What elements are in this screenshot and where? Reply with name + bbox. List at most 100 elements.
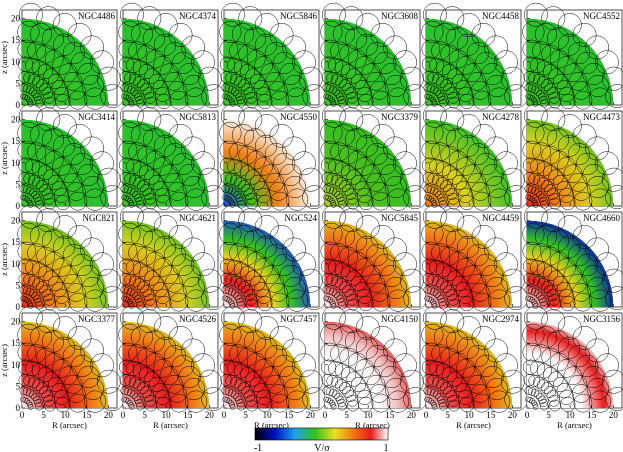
- y-tick-label: 15: [11, 338, 21, 348]
- galaxy-name: NGC5813: [179, 112, 217, 122]
- panel-ngc4150: NGC4150 0 5 10 15 20 R (arcsec): [320, 305, 428, 430]
- panel-ngc524: NGC524: [219, 204, 327, 312]
- panel-ngc4374: NGC4374: [118, 2, 226, 110]
- y-tick-label: 0: [16, 302, 21, 312]
- galaxy-name: NGC4550: [280, 112, 318, 122]
- bin-circles: [219, 204, 327, 312]
- y-axis-label: z (arcsec): [0, 243, 9, 276]
- panel-ngc4486: NGC4486 0 5 10 15 20 z (arcsec): [0, 2, 125, 110]
- colorbar: -1 V/σ 1: [254, 427, 389, 452]
- galaxy-name: NGC3379: [381, 112, 419, 122]
- panel-ngc3377: NGC3377 0 5 10 15 20 0 5 10 15 20 R (arcsec) z (arcs…: [0, 305, 125, 430]
- x-tick-label: 15: [587, 410, 597, 420]
- galaxy-name: NGC3156: [583, 314, 621, 324]
- x-tick-label: 5: [445, 410, 450, 420]
- y-tick-label: 5: [16, 381, 21, 391]
- y-tick-label: 20: [11, 317, 21, 327]
- colorbar-max-label: 1: [384, 443, 389, 452]
- bin-circles: [118, 103, 226, 211]
- bin-circles: [522, 103, 623, 211]
- x-tick-label: 20: [407, 410, 417, 420]
- galaxy-name: NGC5846: [280, 11, 318, 21]
- y-tick-label: 5: [16, 179, 21, 189]
- panel-ngc2974: NGC2974 0 5 10 15 20 R (arcsec): [421, 305, 529, 430]
- x-axis-label: R (arcsec): [456, 420, 491, 430]
- panel-ngc4550: NGC4550: [219, 103, 327, 211]
- galaxy-name: NGC4278: [482, 112, 520, 122]
- galaxy-name: NGC4486: [78, 11, 116, 21]
- colorbar-gradient: [254, 427, 389, 441]
- panel-ngc5846: NGC5846: [219, 2, 327, 110]
- x-axis-label: R (arcsec): [557, 420, 592, 430]
- galaxy-name: NGC2974: [482, 314, 520, 324]
- y-tick-label: 20: [11, 115, 21, 125]
- x-tick-label: 15: [183, 410, 193, 420]
- panel-ngc3608: NGC3608: [320, 2, 428, 110]
- bin-circles: [17, 305, 125, 413]
- y-tick-label: 20: [11, 216, 21, 226]
- bin-circles: [118, 2, 226, 110]
- bin-circles: [421, 103, 529, 211]
- x-tick-label: 20: [104, 410, 114, 420]
- bin-circles: [118, 204, 226, 312]
- x-tick-label: 0: [323, 410, 328, 420]
- x-tick-label: 15: [82, 410, 92, 420]
- panel-ngc4459: NGC4459: [421, 204, 529, 312]
- galaxy-name: NGC4552: [583, 11, 620, 21]
- x-tick-label: 15: [385, 410, 395, 420]
- galaxy-name: NGC4660: [583, 213, 621, 223]
- x-tick-label: 0: [222, 410, 227, 420]
- galaxy-name: NGC821: [82, 213, 115, 223]
- x-tick-label: 10: [465, 410, 475, 420]
- bin-circles: [522, 2, 623, 110]
- panel-ngc4526: NGC4526 0 5 10 15 20 R (arcsec): [118, 305, 226, 430]
- x-tick-label: 15: [486, 410, 496, 420]
- x-axis-label: R (arcsec): [52, 420, 87, 430]
- bin-circles: [522, 204, 623, 312]
- bin-circles: [320, 204, 428, 312]
- y-axis-label: z (arcsec): [0, 41, 9, 74]
- x-tick-label: 0: [424, 410, 429, 420]
- y-tick-label: 0: [16, 201, 21, 211]
- panel-ngc4552: NGC4552: [522, 2, 623, 110]
- panel-ngc4473: NGC4473: [522, 103, 623, 211]
- y-tick-label: 10: [11, 259, 21, 269]
- panel-ngc5845: NGC5845: [320, 204, 428, 312]
- bin-circles: [219, 2, 327, 110]
- galaxy-name: NGC4526: [179, 314, 217, 324]
- y-tick-label: 15: [11, 237, 21, 247]
- x-tick-label: 20: [609, 410, 619, 420]
- panel-ngc5813: NGC5813: [118, 103, 226, 211]
- galaxy-name: NGC4473: [583, 112, 621, 122]
- x-tick-label: 10: [162, 410, 172, 420]
- x-tick-label: 20: [205, 410, 215, 420]
- x-axis-label: R (arcsec): [355, 420, 390, 430]
- colorbar-min-label: -1: [254, 443, 262, 452]
- bin-circles: [320, 2, 428, 110]
- x-tick-label: 10: [263, 410, 273, 420]
- x-tick-label: 0: [525, 410, 530, 420]
- panel-ngc3414: NGC3414 0 5 10 15 20 z (arcsec): [0, 103, 125, 211]
- bin-circles: [421, 305, 529, 413]
- galaxy-name: NGC3608: [381, 11, 419, 21]
- x-axis-label: R (arcsec): [153, 420, 188, 430]
- x-tick-label: 10: [566, 410, 576, 420]
- y-tick-label: 0: [16, 100, 21, 110]
- bin-circles: [522, 305, 623, 413]
- y-tick-label: 10: [11, 158, 21, 168]
- bin-circles: [17, 2, 125, 110]
- y-tick-label: 15: [11, 136, 21, 146]
- panel-ngc3379: NGC3379: [320, 103, 428, 211]
- y-axis-label: z (arcsec): [0, 142, 9, 175]
- x-tick-label: 5: [344, 410, 349, 420]
- y-tick-label: 10: [11, 360, 21, 370]
- x-tick-label: 0: [121, 410, 126, 420]
- panel-ngc4458: NGC4458: [421, 2, 529, 110]
- x-tick-label: 5: [243, 410, 248, 420]
- galaxy-name: NGC3414: [78, 112, 116, 122]
- x-tick-label: 15: [284, 410, 294, 420]
- panel-ngc3156: NGC3156 0 5 10 15 20 R (arcsec): [522, 305, 623, 430]
- galaxy-name: NGC4458: [482, 11, 520, 21]
- x-tick-label: 10: [364, 410, 374, 420]
